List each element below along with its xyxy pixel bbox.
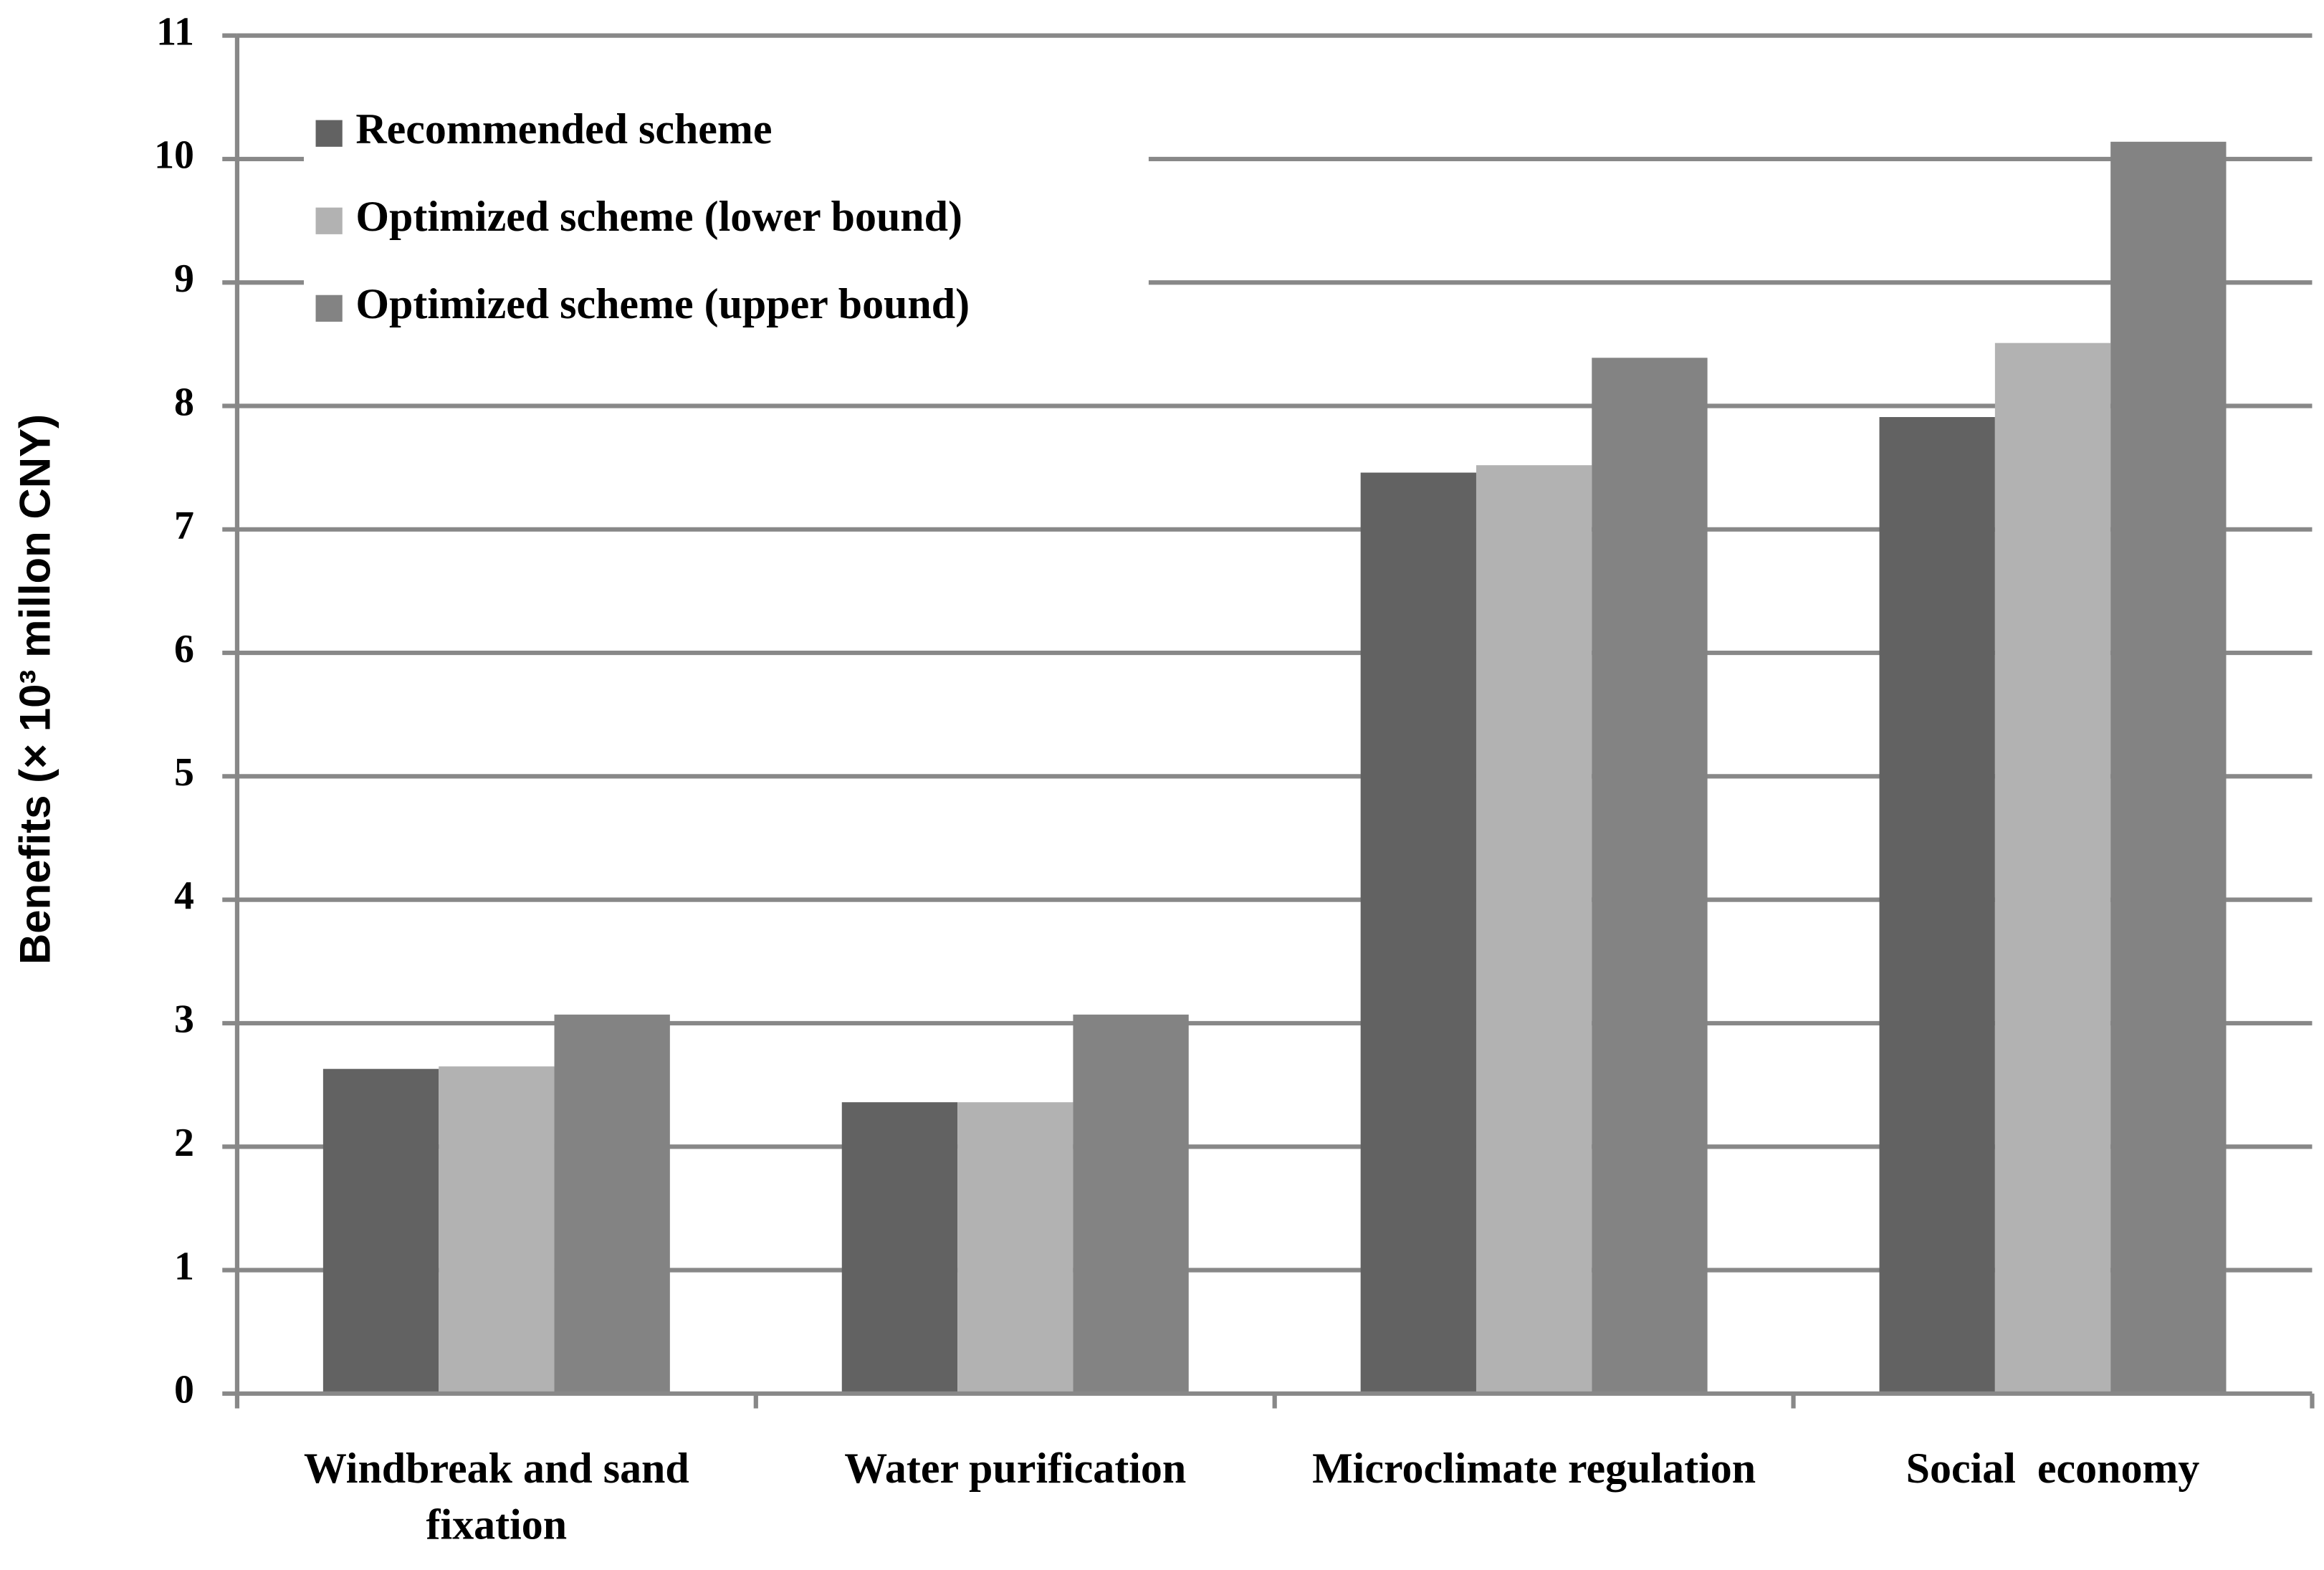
y-tick-label: 3 (174, 997, 194, 1042)
legend-label: Optimized scheme (upper bound) (355, 280, 970, 327)
bar (322, 1068, 439, 1394)
y-tick-label: 1 (174, 1244, 194, 1288)
bar (1360, 472, 1476, 1394)
y-tick-label: 6 (174, 627, 194, 671)
legend-swatch (315, 207, 343, 234)
legend-label: Recommended scheme (355, 105, 772, 153)
bar (2110, 141, 2227, 1394)
x-tick-label: Windbreak and sand fixation (303, 1445, 700, 1550)
x-tick-label-box: Social economy (1905, 1445, 2200, 1493)
y-tick-label: 0 (174, 1368, 194, 1412)
y-axis-label: Benefits (× 10³ millon CNY) (11, 414, 59, 965)
bar (1879, 417, 1995, 1394)
y-tick-label: 5 (174, 750, 194, 795)
legend-swatch (315, 295, 343, 322)
x-tick-label: Water purification (844, 1445, 1187, 1493)
y-tick-label: 2 (174, 1121, 194, 1165)
x-tick-label: Social economy (1905, 1445, 2200, 1493)
legend-swatch (315, 120, 343, 147)
bar (1476, 465, 1592, 1394)
legend-label: Optimized scheme (lower bound) (355, 193, 962, 240)
y-tick-label: 11 (156, 9, 194, 54)
bar (841, 1102, 958, 1394)
bar (1073, 1014, 1189, 1394)
x-tick-label-box: Water purification (844, 1445, 1187, 1493)
y-tick-label: 8 (174, 380, 194, 424)
bar (1994, 343, 2111, 1394)
y-tick-label: 10 (154, 133, 194, 178)
bar (554, 1014, 670, 1394)
x-tick-label-box: Microclimate regulation (1312, 1445, 1756, 1493)
x-tick-label: Microclimate regulation (1312, 1445, 1756, 1493)
x-tick-label-box: Windbreak and sand fixation (303, 1445, 700, 1550)
y-tick-label: 9 (174, 257, 194, 301)
bar (439, 1066, 555, 1394)
y-tick-label: 7 (174, 504, 194, 548)
legend-box (303, 89, 1149, 350)
bar (1592, 358, 1708, 1394)
bar (957, 1102, 1073, 1394)
y-tick-label: 4 (174, 873, 194, 918)
